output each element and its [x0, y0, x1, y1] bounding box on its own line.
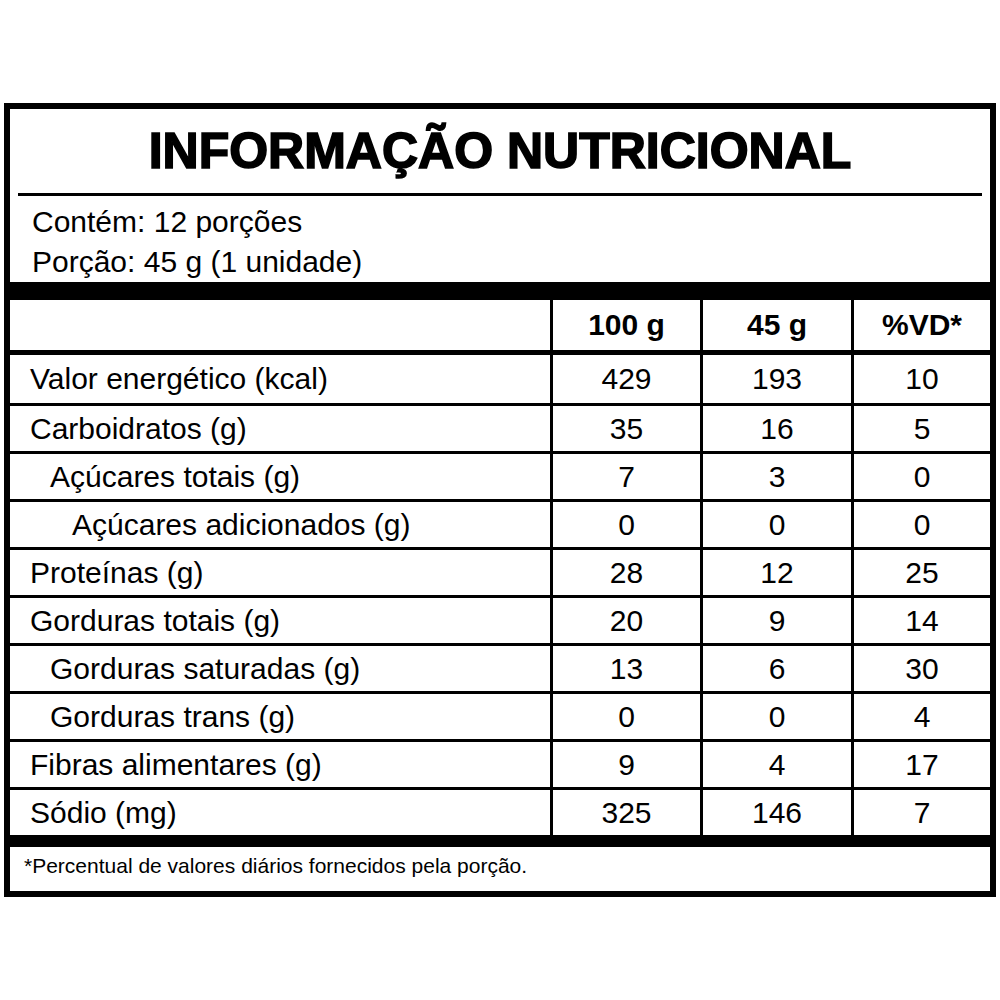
value-45g: 0 — [700, 694, 851, 739]
separator-bar-top — [10, 282, 990, 300]
row-label: Açúcares totais (g) — [10, 454, 550, 499]
value-45g: 9 — [700, 598, 851, 643]
table-row: Sódio (mg) 325 146 7 — [10, 787, 990, 835]
value-45g: 3 — [700, 454, 851, 499]
table-row: Gorduras totais (g) 20 9 14 — [10, 595, 990, 643]
table-row: Gorduras saturadas (g) 13 6 30 — [10, 643, 990, 691]
row-label: Gorduras saturadas (g) — [10, 646, 550, 691]
value-45g: 4 — [700, 742, 851, 787]
table-row: Proteínas (g) 28 12 25 — [10, 547, 990, 595]
table-row: Açúcares adicionados (g) 0 0 0 — [10, 499, 990, 547]
nutrition-table: 100 g 45 g %VD* Valor energético (kcal) … — [10, 300, 990, 835]
footnote: *Percentual de valores diários fornecido… — [10, 847, 990, 878]
value-45g: 12 — [700, 550, 851, 595]
value-100g: 429 — [550, 355, 700, 403]
row-label: Valor energético (kcal) — [10, 355, 550, 403]
row-label: Gorduras trans (g) — [10, 694, 550, 739]
value-vd: 25 — [851, 550, 990, 595]
table-header-row: 100 g 45 g %VD* — [10, 300, 990, 355]
serving-size: Porção: 45 g (1 unidade) — [32, 242, 974, 282]
value-100g: 9 — [550, 742, 700, 787]
value-100g: 325 — [550, 790, 700, 835]
table-row: Valor energético (kcal) 429 193 10 — [10, 355, 990, 403]
value-vd: 7 — [851, 790, 990, 835]
row-label: Carboidratos (g) — [10, 406, 550, 451]
value-100g: 13 — [550, 646, 700, 691]
value-vd: 10 — [851, 355, 990, 403]
value-100g: 0 — [550, 694, 700, 739]
row-label: Fibras alimentares (g) — [10, 742, 550, 787]
column-header-45g: 45 g — [700, 300, 851, 350]
value-100g: 0 — [550, 502, 700, 547]
value-vd: 17 — [851, 742, 990, 787]
row-label: Açúcares adicionados (g) — [10, 502, 550, 547]
table-row: Açúcares totais (g) 7 3 0 — [10, 451, 990, 499]
row-label: Sódio (mg) — [10, 790, 550, 835]
separator-bar-bottom — [10, 835, 990, 847]
column-header-vd: %VD* — [851, 300, 990, 350]
value-vd: 30 — [851, 646, 990, 691]
column-header-100g: 100 g — [550, 300, 700, 350]
value-100g: 28 — [550, 550, 700, 595]
servings-count: Contém: 12 porções — [32, 202, 974, 242]
serving-info: Contém: 12 porções Porção: 45 g (1 unida… — [10, 196, 990, 282]
value-vd: 5 — [851, 406, 990, 451]
table-row: Gorduras trans (g) 0 0 4 — [10, 691, 990, 739]
value-45g: 146 — [700, 790, 851, 835]
title-area: INFORMAÇÃO NUTRICIONAL — [10, 109, 990, 193]
value-100g: 20 — [550, 598, 700, 643]
value-vd: 14 — [851, 598, 990, 643]
nutrition-label: INFORMAÇÃO NUTRICIONAL Contém: 12 porçõe… — [4, 103, 996, 897]
table-row: Carboidratos (g) 35 16 5 — [10, 403, 990, 451]
value-45g: 0 — [700, 502, 851, 547]
row-label: Proteínas (g) — [10, 550, 550, 595]
value-100g: 7 — [550, 454, 700, 499]
value-vd: 0 — [851, 502, 990, 547]
value-45g: 16 — [700, 406, 851, 451]
column-header-empty — [10, 300, 550, 350]
table-row: Fibras alimentares (g) 9 4 17 — [10, 739, 990, 787]
value-100g: 35 — [550, 406, 700, 451]
value-vd: 0 — [851, 454, 990, 499]
page: INFORMAÇÃO NUTRICIONAL Contém: 12 porçõe… — [0, 0, 1000, 1000]
value-45g: 6 — [700, 646, 851, 691]
value-vd: 4 — [851, 694, 990, 739]
value-45g: 193 — [700, 355, 851, 403]
row-label: Gorduras totais (g) — [10, 598, 550, 643]
label-title: INFORMAÇÃO NUTRICIONAL — [149, 122, 852, 180]
